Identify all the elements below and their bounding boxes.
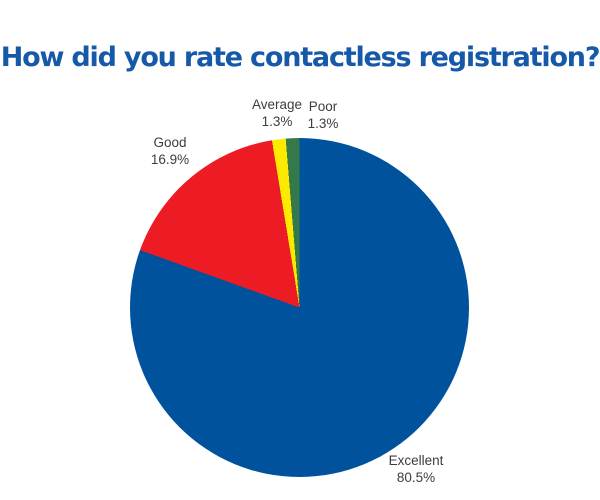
slice-name-poor: Poor xyxy=(308,99,338,114)
pie-chart xyxy=(130,138,469,477)
slice-name-average: Average xyxy=(251,97,303,112)
slice-percent-good: 16.9% xyxy=(150,152,190,167)
slice-label-average: Average 1.3% xyxy=(232,96,322,130)
slice-name-excellent: Excellent xyxy=(388,453,444,468)
slice-percent-poor: 1.3% xyxy=(307,116,339,131)
slice-label-poor: Poor 1.3% xyxy=(288,98,358,132)
slice-percent-average: 1.3% xyxy=(261,114,293,129)
slice-name-good: Good xyxy=(153,135,187,150)
slice-percent-excellent: 80.5% xyxy=(396,470,436,485)
slice-label-good: Good 16.9% xyxy=(125,134,215,168)
slice-label-excellent: Excellent 80.5% xyxy=(371,452,461,486)
chart-title: How did you rate contactless registratio… xyxy=(0,42,600,73)
